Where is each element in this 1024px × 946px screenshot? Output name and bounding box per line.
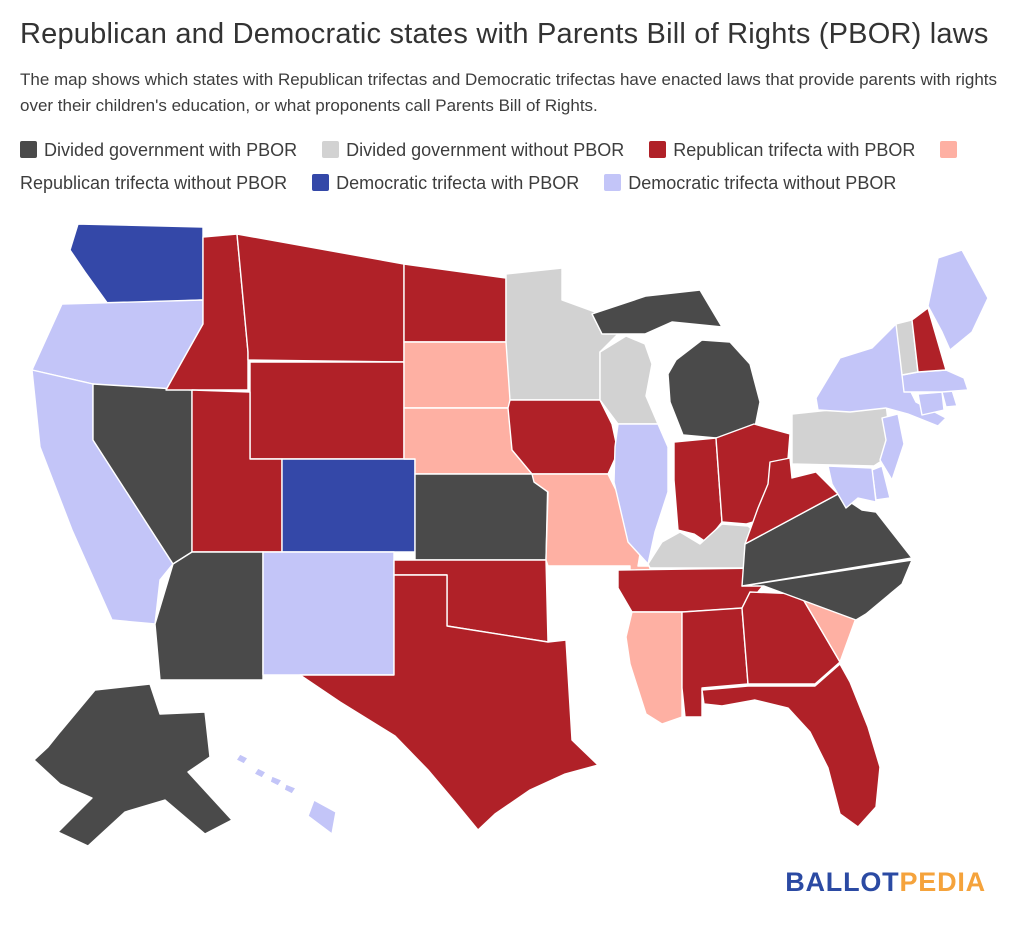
state-MI[interactable]: Michigan: [591, 288, 723, 335]
legend-item-rep_with_pbor: Republican trifecta with PBOR: [635, 140, 915, 160]
state-MS[interactable]: Mississippi: [625, 610, 683, 725]
state-PA[interactable]: Pennsylvania: [791, 402, 893, 467]
state-NC[interactable]: North Carolina: [741, 558, 913, 621]
map-container: WashingtonOregonCaliforniaNevadaIdahoMon…: [20, 209, 1004, 865]
logo-text-secondary: PEDIA: [899, 866, 986, 897]
state-TX[interactable]: Texas: [299, 573, 599, 831]
legend-label: Divided government with PBOR: [44, 140, 298, 160]
page-subtitle: The map shows which states with Republic…: [20, 70, 998, 115]
legend-swatch-divided_without_pbor: [322, 141, 340, 158]
us-states-map: WashingtonOregonCaliforniaNevadaIdahoMon…: [31, 222, 989, 847]
legend-label: Divided government without PBOR: [346, 140, 625, 160]
state-CT[interactable]: Connecticut: [917, 390, 945, 416]
state-HI[interactable]: Hawaii: [269, 774, 283, 787]
legend-swatch-rep_with_pbor: [649, 141, 667, 158]
legend-item-dem_with_pbor: Democratic trifecta with PBOR: [298, 173, 579, 193]
ballotpedia-logo: BALLOTPEDIA: [785, 867, 986, 898]
state-HI[interactable]: Hawaii: [307, 798, 337, 835]
state-NM[interactable]: New Mexico: [262, 550, 395, 676]
state-IN[interactable]: Indiana: [673, 436, 723, 543]
logo-text-primary: BALLOT: [785, 866, 900, 897]
state-HI[interactable]: Hawaii: [283, 782, 297, 795]
legend-item-rep_without_pbor: Republican trifecta without PBOR: [20, 140, 964, 193]
state-KY[interactable]: Kentucky: [647, 522, 776, 569]
state-MD[interactable]: Maryland: [827, 464, 877, 509]
state-NJ[interactable]: New Jersey: [879, 412, 905, 481]
legend-label: Republican trifecta without PBOR: [20, 173, 288, 194]
legend-swatch-rep_without_pbor: [940, 141, 958, 158]
state-HI[interactable]: Hawaii: [235, 752, 249, 765]
legend-swatch-dem_with_pbor: [312, 174, 330, 192]
legend-label: Democratic trifecta with PBOR: [336, 173, 580, 194]
state-AK[interactable]: Alaska: [33, 682, 233, 847]
state-ME[interactable]: Maine: [927, 248, 989, 351]
state-FL[interactable]: Florida: [701, 662, 881, 828]
state-HI[interactable]: Hawaii: [253, 766, 267, 779]
legend-item-divided_with_pbor: Divided government with PBOR: [20, 140, 297, 160]
state-WY[interactable]: Wyoming: [249, 360, 405, 460]
state-MT[interactable]: Montana: [236, 232, 405, 363]
legend-item-divided_without_pbor: Divided government without PBOR: [308, 140, 624, 160]
state-WI[interactable]: Wisconsin: [599, 334, 659, 425]
state-SD[interactable]: South Dakota: [403, 340, 513, 409]
footer: BALLOTPEDIA: [20, 867, 1004, 898]
page-title: Republican and Democratic states with Pa…: [20, 18, 989, 50]
page: Republican and Democratic states with Pa…: [20, 18, 1004, 898]
legend: Divided government with PBOR Divided gov…: [20, 134, 1004, 201]
state-KS[interactable]: Kansas: [414, 472, 549, 561]
legend-swatch-dem_without_pbor: [604, 174, 622, 192]
legend-label: Democratic trifecta without PBOR: [628, 173, 897, 194]
legend-label: Republican trifecta with PBOR: [673, 140, 916, 160]
state-WA[interactable]: Washington: [69, 222, 204, 305]
state-ND[interactable]: North Dakota: [403, 262, 507, 343]
state-MI[interactable]: Michigan: [667, 338, 761, 439]
legend-swatch-divided_with_pbor: [20, 141, 37, 158]
state-IA[interactable]: Iowa: [507, 398, 619, 475]
legend-item-dem_without_pbor: Democratic trifecta without PBOR: [590, 173, 896, 193]
state-CO[interactable]: Colorado: [281, 457, 416, 553]
state-AZ[interactable]: Arizona: [154, 550, 264, 681]
state-NH[interactable]: New Hampshire: [911, 306, 947, 373]
state-IL[interactable]: Illinois: [613, 422, 669, 565]
state-RI[interactable]: Rhode Island: [941, 388, 958, 408]
